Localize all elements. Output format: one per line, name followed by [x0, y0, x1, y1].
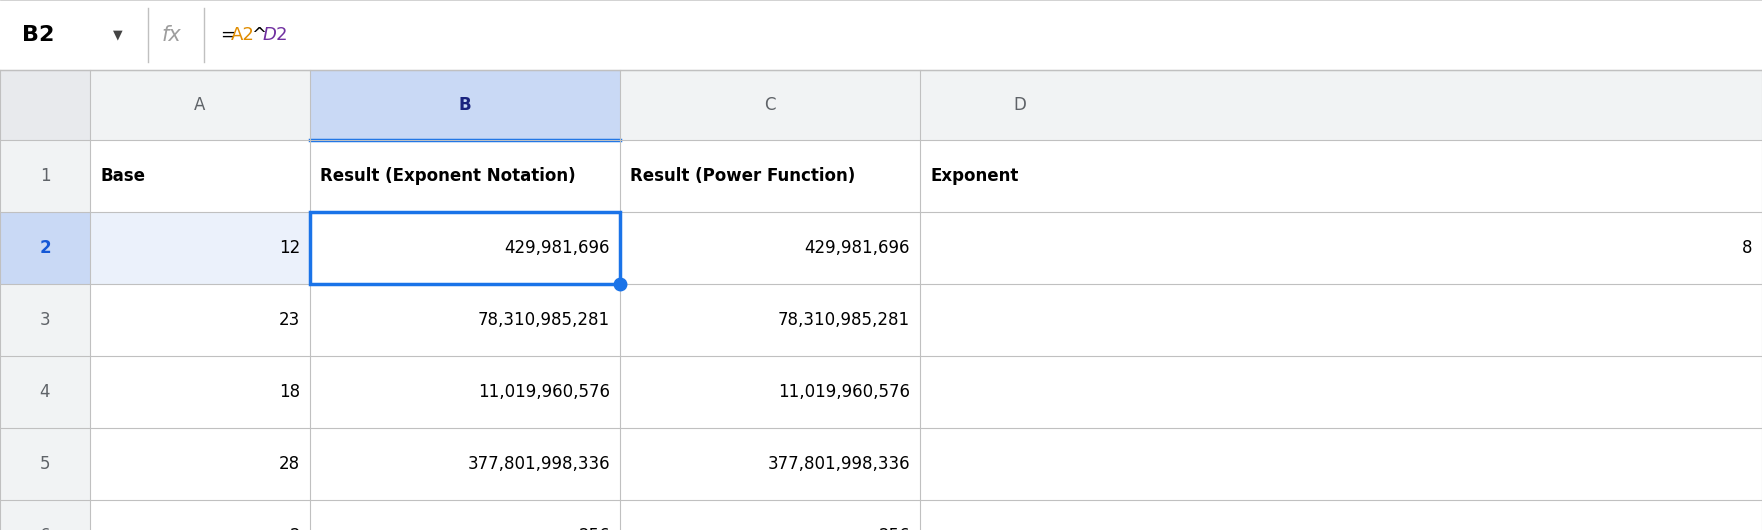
Bar [0, 500, 90, 530]
Bar [90, 284, 1762, 356]
Text: 8: 8 [1741, 239, 1751, 257]
Bar [0, 70, 90, 140]
Text: 429,981,696: 429,981,696 [805, 239, 909, 257]
Text: B: B [458, 96, 470, 114]
Bar [0, 212, 90, 284]
Bar [90, 500, 1762, 530]
Bar [310, 212, 620, 284]
Text: 6: 6 [41, 527, 51, 530]
Text: C: C [765, 96, 775, 114]
Bar [0, 356, 90, 428]
Text: D: D [1013, 96, 1027, 114]
Text: 11,019,960,576: 11,019,960,576 [478, 383, 610, 401]
Text: 2: 2 [39, 239, 51, 257]
Text: 429,981,696: 429,981,696 [504, 239, 610, 257]
Text: A: A [194, 96, 206, 114]
Text: 11,019,960,576: 11,019,960,576 [779, 383, 909, 401]
Text: 3: 3 [41, 311, 51, 329]
Bar [0, 140, 90, 212]
Bar [90, 428, 1762, 500]
Text: 78,310,985,281: 78,310,985,281 [777, 311, 909, 329]
Text: fx: fx [162, 25, 181, 45]
Bar [90, 140, 1762, 212]
Bar [310, 70, 620, 140]
Text: 377,801,998,336: 377,801,998,336 [768, 455, 909, 473]
Bar [90, 356, 1762, 428]
Text: 18: 18 [278, 383, 300, 401]
Text: 78,310,985,281: 78,310,985,281 [478, 311, 610, 329]
Text: A2: A2 [231, 26, 254, 44]
Bar [0, 0, 1762, 70]
Text: Base: Base [100, 167, 144, 185]
Text: 256: 256 [578, 527, 610, 530]
Text: Exponent: Exponent [930, 167, 1018, 185]
Bar [310, 212, 620, 284]
Text: 12: 12 [278, 239, 300, 257]
Text: 1: 1 [41, 167, 51, 185]
Bar [0, 70, 1762, 140]
Text: $D$2: $D$2 [263, 26, 287, 44]
Text: 4: 4 [41, 383, 51, 401]
Text: ^: ^ [252, 26, 266, 44]
Text: 28: 28 [278, 455, 300, 473]
Text: 256: 256 [879, 527, 909, 530]
Text: 2: 2 [289, 527, 300, 530]
Text: 5: 5 [41, 455, 51, 473]
Bar [0, 428, 90, 500]
Text: ▼: ▼ [113, 29, 123, 41]
Text: Result (Power Function): Result (Power Function) [631, 167, 855, 185]
Text: B2: B2 [21, 25, 55, 45]
Text: =: = [220, 26, 234, 44]
Text: 23: 23 [278, 311, 300, 329]
Text: Result (Exponent Notation): Result (Exponent Notation) [321, 167, 576, 185]
Bar [620, 212, 1762, 284]
Bar [0, 284, 90, 356]
Text: 377,801,998,336: 377,801,998,336 [467, 455, 610, 473]
Bar [90, 212, 310, 284]
